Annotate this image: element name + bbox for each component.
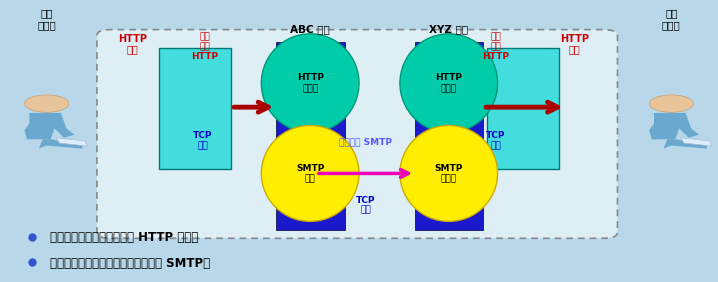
Text: SMTP
客户: SMTP 客户 <box>296 164 325 183</box>
Text: XYZ 网站: XYZ 网站 <box>429 25 468 35</box>
FancyBboxPatch shape <box>276 42 345 230</box>
Text: TCP
连接: TCP 连接 <box>355 196 376 215</box>
Text: TCP
连接: TCP 连接 <box>192 131 213 150</box>
Text: 读取
邮件
HTTP: 读取 邮件 HTTP <box>482 32 509 61</box>
Polygon shape <box>663 139 707 149</box>
Text: 两个邮件服务器之间传送邮件时使用 SMTP。: 两个邮件服务器之间传送邮件时使用 SMTP。 <box>50 257 210 270</box>
Text: 发送邮件 SMTP: 发送邮件 SMTP <box>339 138 392 147</box>
FancyBboxPatch shape <box>97 30 617 238</box>
Ellipse shape <box>261 125 359 221</box>
FancyBboxPatch shape <box>415 42 483 230</box>
Text: HTTP
服务器: HTTP 服务器 <box>297 74 324 93</box>
Circle shape <box>24 95 69 112</box>
Polygon shape <box>39 139 82 149</box>
Text: HTTP
客户: HTTP 客户 <box>560 34 589 55</box>
Polygon shape <box>649 113 699 139</box>
FancyBboxPatch shape <box>159 48 231 169</box>
Polygon shape <box>24 113 75 139</box>
Text: 用户
收件人: 用户 收件人 <box>662 8 681 30</box>
FancyBboxPatch shape <box>487 48 559 169</box>
Text: ABC 网站: ABC 网站 <box>290 25 330 35</box>
Text: 用户
发件人: 用户 发件人 <box>37 8 56 30</box>
Ellipse shape <box>400 125 498 221</box>
Text: HTTP
服务器: HTTP 服务器 <box>435 74 462 93</box>
Text: SMTP
服务器: SMTP 服务器 <box>434 164 463 183</box>
Polygon shape <box>56 138 88 146</box>
Ellipse shape <box>261 34 359 133</box>
Ellipse shape <box>400 34 498 133</box>
Text: TCP
连接: TCP 连接 <box>485 131 505 150</box>
Text: HTTP
客户: HTTP 客户 <box>118 34 147 55</box>
Text: 发送
邮件
HTTP: 发送 邮件 HTTP <box>191 32 218 61</box>
Text: 发送、接收电子邮件时使用 HTTP 协议。: 发送、接收电子邮件时使用 HTTP 协议。 <box>50 231 198 244</box>
Polygon shape <box>681 138 712 146</box>
Circle shape <box>649 95 694 112</box>
